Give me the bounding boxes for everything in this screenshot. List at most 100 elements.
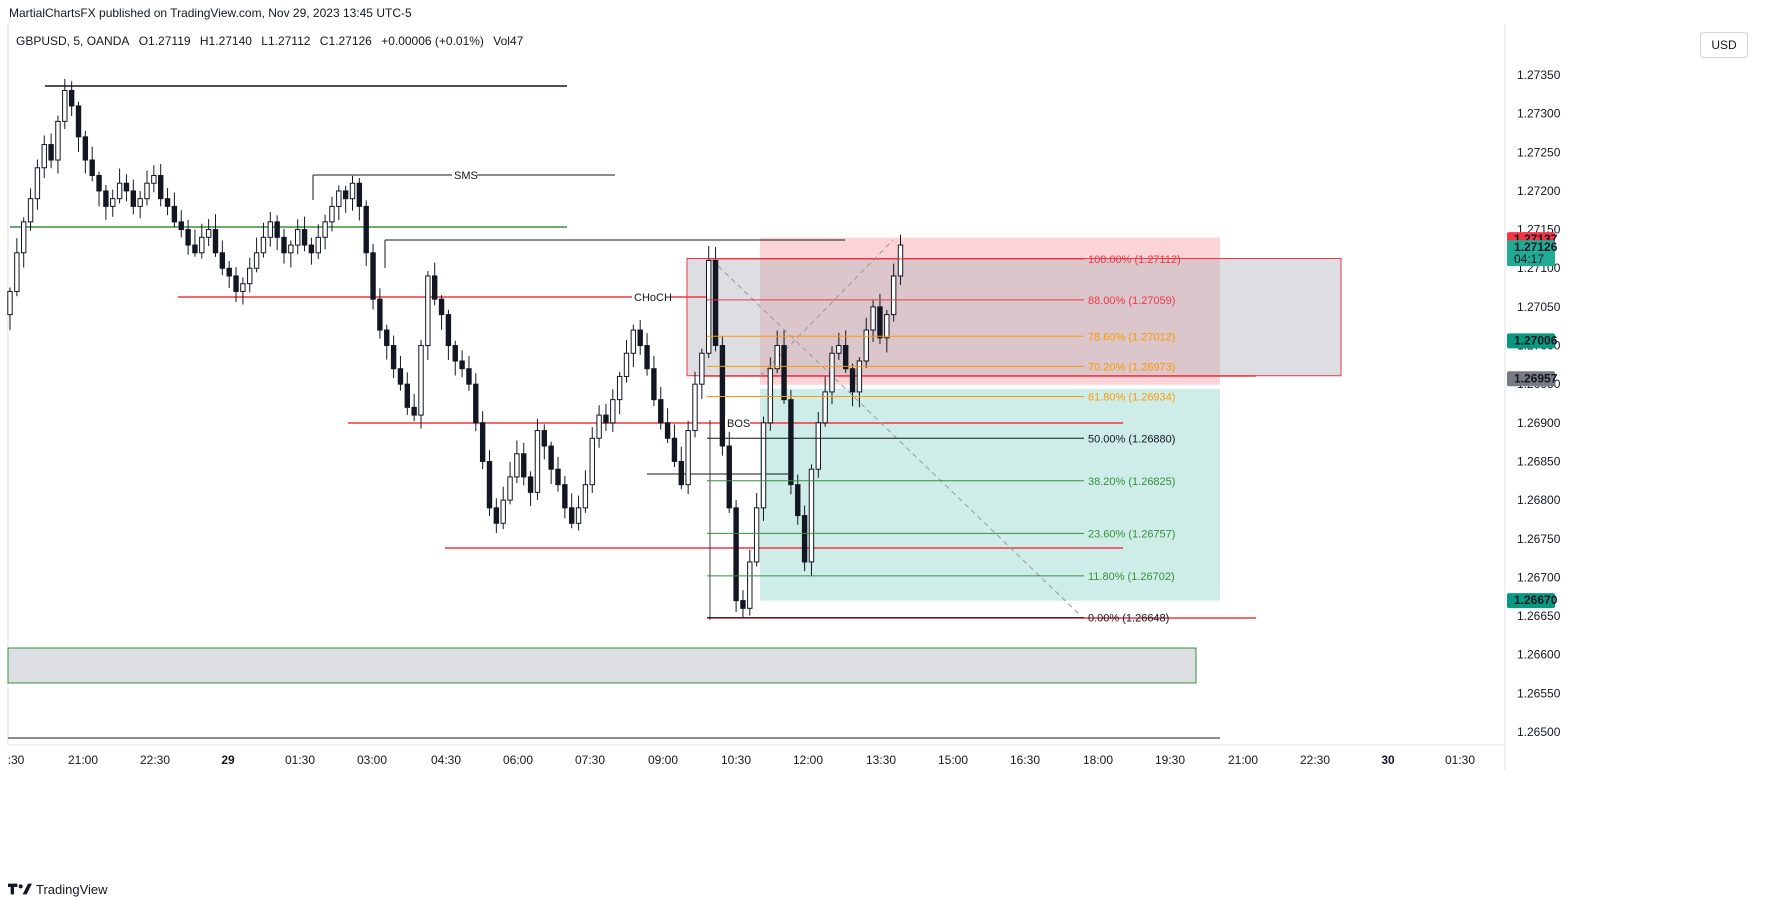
- candle: [459, 350, 465, 378]
- candle: [137, 191, 143, 219]
- candle: [589, 427, 595, 493]
- price-label-text: 1.27126: [1514, 240, 1558, 254]
- candle-body: [404, 383, 411, 408]
- candle-body: [178, 221, 184, 231]
- candle-body: [144, 182, 150, 200]
- price-label-text: 1.27006: [1514, 333, 1558, 347]
- candle-body: [329, 205, 335, 223]
- candle: [274, 215, 280, 251]
- candle-body: [884, 314, 890, 339]
- tradingview-brand: TradingView: [36, 881, 108, 897]
- candle-body: [836, 345, 842, 354]
- time-tick-label: 16:30: [1010, 753, 1040, 767]
- legend-change: +0.00006 (+0.01%): [381, 34, 484, 48]
- symbol-legend[interactable]: GBPUSD, 5, OANDA O1.27119 H1.27140 L1.27…: [16, 34, 529, 48]
- candle-body: [514, 453, 520, 478]
- candle-body: [521, 453, 527, 478]
- price-label-badge: [1507, 240, 1555, 267]
- candle-body: [507, 476, 513, 501]
- candle: [452, 340, 458, 376]
- candle: [151, 165, 157, 193]
- candle-body: [185, 229, 191, 246]
- candle: [507, 461, 513, 505]
- time-tick-label: 15:00: [938, 753, 968, 767]
- candle: [630, 324, 637, 368]
- candle: [740, 590, 746, 618]
- candle: [41, 135, 47, 178]
- candle: [753, 493, 760, 567]
- candle-body: [110, 198, 116, 207]
- candle-body: [753, 507, 760, 563]
- price-tick-label: 1.26750: [1517, 532, 1561, 546]
- candle-body: [877, 306, 883, 339]
- price-label-text: 1.26670: [1514, 593, 1558, 607]
- candle: [843, 330, 849, 373]
- candle: [110, 189, 116, 217]
- candle: [671, 424, 678, 468]
- candle-body: [390, 345, 397, 370]
- candle-body: [7, 290, 13, 316]
- short-position-risk-zone: [760, 237, 1220, 385]
- candle: [569, 493, 575, 529]
- tradingview-footer[interactable]: TradingView: [8, 879, 108, 899]
- candle-body: [336, 190, 342, 207]
- candle-body: [288, 244, 294, 254]
- time-tick-label: 06:00: [503, 753, 533, 767]
- price-tick-label: 1.26800: [1517, 493, 1561, 507]
- candle-body: [699, 352, 705, 385]
- price-tick-label: 1.27050: [1517, 300, 1561, 314]
- candle-body: [27, 198, 34, 223]
- candle-body: [295, 229, 301, 246]
- candle: [103, 184, 109, 220]
- annotation-background: [725, 416, 750, 429]
- candle-body: [164, 198, 171, 207]
- currency-button[interactable]: USD: [1700, 32, 1748, 58]
- candle-body: [788, 399, 794, 486]
- annotations-layer: SMS CHoCH BOS: [452, 168, 750, 430]
- candle-body: [226, 267, 232, 277]
- candle: [500, 486, 506, 530]
- price-label-badge: [1507, 593, 1555, 609]
- annotation-background: [452, 168, 477, 181]
- time-tick-label: 22:30: [140, 753, 170, 767]
- candle: [815, 412, 821, 478]
- candle: [144, 170, 150, 206]
- legend-symbol[interactable]: GBPUSD, 5, OANDA: [16, 34, 130, 48]
- candle: [123, 174, 130, 202]
- candle: [719, 335, 726, 456]
- candle: [7, 287, 13, 331]
- legend-high: H1.27140: [199, 34, 252, 48]
- bar-countdown-text: 04:17: [1514, 252, 1544, 266]
- candle: [603, 403, 609, 431]
- candle: [418, 339, 424, 429]
- candle: [62, 78, 68, 130]
- candle-body: [356, 182, 363, 207]
- candle-body: [822, 391, 828, 424]
- candle-body: [747, 561, 753, 609]
- candle-body: [781, 345, 787, 401]
- candle-body: [795, 484, 801, 517]
- candle-body: [493, 507, 500, 524]
- candle: [130, 179, 137, 215]
- candle: [349, 175, 356, 211]
- candles-layer: [7, 78, 904, 618]
- candle-body: [68, 89, 75, 107]
- candle-body: [767, 368, 774, 424]
- candle: [527, 471, 534, 507]
- time-tick-label: 01:30: [1445, 753, 1475, 767]
- candle-body: [466, 368, 472, 385]
- candle-body: [253, 252, 260, 269]
- candle-body: [158, 174, 164, 200]
- candle-body: [151, 174, 157, 184]
- candle-body: [849, 368, 856, 393]
- candle-body: [843, 345, 849, 370]
- candle-body: [719, 345, 726, 447]
- candle: [849, 363, 856, 407]
- candle: [863, 317, 869, 368]
- candle: [479, 411, 486, 470]
- price-tick-label: 1.26600: [1517, 648, 1561, 662]
- candle-body: [630, 329, 637, 354]
- fib-level-label: 23.60% (1.26757): [1088, 528, 1175, 540]
- annotation-label-sms: SMS: [454, 170, 478, 182]
